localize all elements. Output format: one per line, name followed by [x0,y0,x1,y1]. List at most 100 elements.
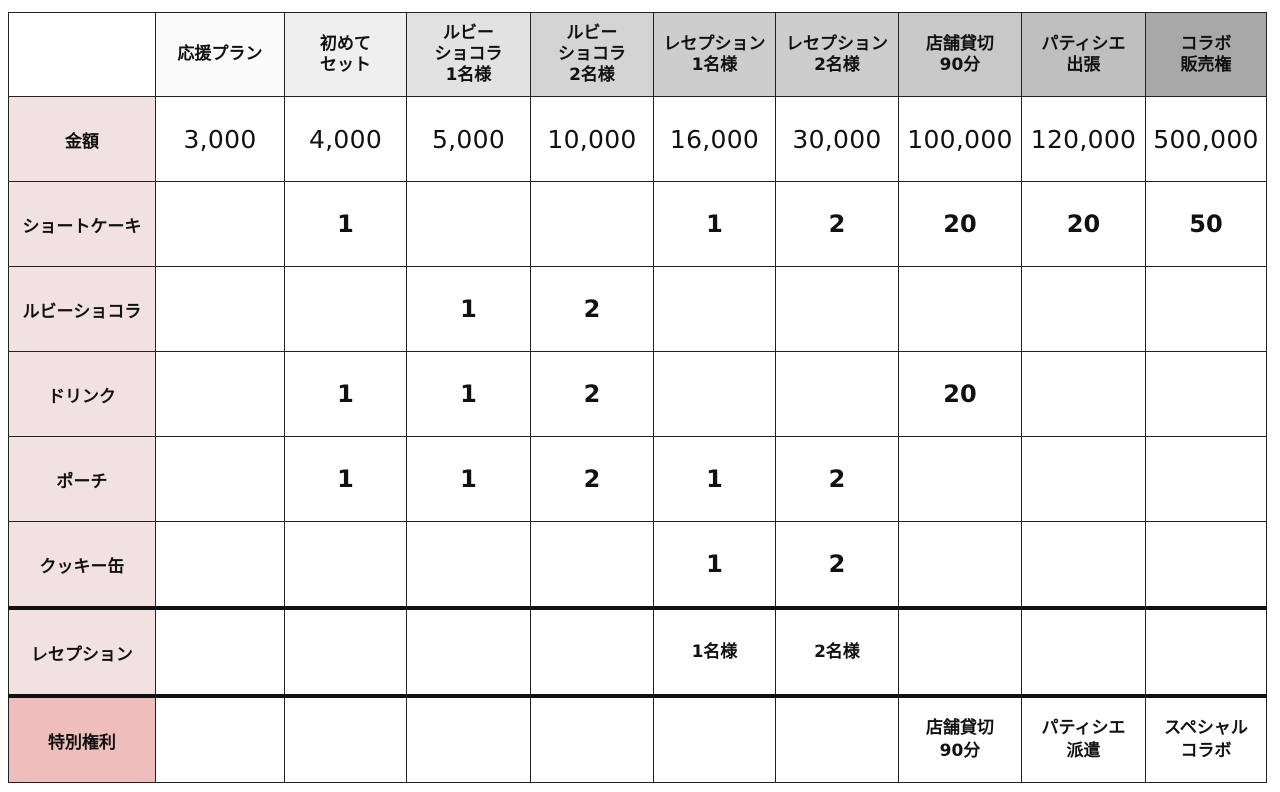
row-label: クッキー缶 [8,521,156,609]
table-cell: 1 [653,521,776,609]
table-cell: 1 [284,436,407,522]
table-cell: 120,000 [1021,96,1146,182]
column-header: 初めて セット [284,12,407,97]
table-cell [155,181,285,267]
table-row: レセプション 1名様 2名様 [8,606,1267,697]
table-row: ショートケーキ 1 1 2 20 20 50 [8,181,1267,267]
table-cell: 100,000 [898,96,1022,182]
table-cell [1145,606,1267,697]
table-cell [155,436,285,522]
table-cell [1021,436,1146,522]
table-cell [1145,266,1267,352]
table-cell: 30,000 [775,96,899,182]
table-cell [284,266,407,352]
row-label: 特別権利 [8,694,156,783]
table-cell: 20 [898,181,1022,267]
table-cell [530,694,654,783]
corner-cell [8,12,156,97]
table-cell [653,694,776,783]
table-cell: 500,000 [1145,96,1267,182]
table-cell: 2名様 [775,606,899,697]
table-cell: 店舗貸切 90分 [898,694,1022,783]
table-cell [898,606,1022,697]
header-row: 応援プラン 初めて セット ルビー ショコラ 1名様 ルビー ショコラ 2名様 レセプシ… [8,12,1267,97]
table-cell: 2 [530,436,654,522]
table-cell [284,694,407,783]
table-cell [284,521,407,609]
table-cell [898,266,1022,352]
row-label: ルビーショコラ [8,266,156,352]
plan-comparison-table: 応援プラン 初めて セット ルビー ショコラ 1名様 ルビー ショコラ 2名様 レセプシ… [8,12,1267,783]
table-cell [155,606,285,697]
table-cell: 5,000 [406,96,531,182]
table-cell: 3,000 [155,96,285,182]
table-cell [530,181,654,267]
table-cell [653,266,776,352]
table-cell: 10,000 [530,96,654,182]
row-label: ポーチ [8,436,156,522]
table-cell: 20 [898,351,1022,437]
row-label: ショートケーキ [8,181,156,267]
table-row: 金額 3,000 4,000 5,000 10,000 16,000 30,000 100,0… [8,96,1267,182]
table-row: ルビーショコラ 1 2 [8,266,1267,352]
table-cell [1021,266,1146,352]
table-row: クッキー缶 1 2 [8,521,1267,609]
column-header: 店舗貸切 90分 [898,12,1022,97]
table-cell: 1 [284,181,407,267]
table-cell [1145,521,1267,609]
row-label: 金額 [8,96,156,182]
column-header: ルビー ショコラ 2名様 [530,12,654,97]
table-cell [530,606,654,697]
table-cell: 2 [775,181,899,267]
table-row: ポーチ 1 1 2 1 2 [8,436,1267,522]
table-cell: 1 [284,351,407,437]
table-cell: パティシエ 派遣 [1021,694,1146,783]
table-cell [775,266,899,352]
table-cell [1145,351,1267,437]
table-cell [284,606,407,697]
column-header: レセプション 1名様 [653,12,776,97]
table-cell [653,351,776,437]
column-header: レセプション 2名様 [775,12,899,97]
row-label: レセプション [8,606,156,697]
table-cell [155,266,285,352]
table-cell: 1 [406,436,531,522]
table-cell [898,521,1022,609]
table-cell [775,351,899,437]
table-cell [775,694,899,783]
table-cell: 1 [653,181,776,267]
table-cell [406,694,531,783]
table-cell: 20 [1021,181,1146,267]
table-cell: 2 [775,521,899,609]
table-cell [898,436,1022,522]
table-row: 特別権利 店舗貸切 90分 パティシエ 派遣 スペシャル コラボ [8,694,1267,783]
table-cell: 50 [1145,181,1267,267]
table-cell [1145,436,1267,522]
column-header: ルビー ショコラ 1名様 [406,12,531,97]
table-cell [155,351,285,437]
table-row: ドリンク 1 1 2 20 [8,351,1267,437]
table-cell: 2 [530,351,654,437]
row-label: ドリンク [8,351,156,437]
column-header: 応援プラン [155,12,285,97]
table-cell [1021,606,1146,697]
table-cell [1021,521,1146,609]
table-cell: 1 [653,436,776,522]
table-cell: 1 [406,351,531,437]
table-cell: スペシャル コラボ [1145,694,1267,783]
table-cell [1021,351,1146,437]
table-cell [155,521,285,609]
table-cell: 1 [406,266,531,352]
table-cell [406,606,531,697]
table-cell [406,521,531,609]
table-cell [155,694,285,783]
table-cell: 1名様 [653,606,776,697]
table-cell: 2 [530,266,654,352]
column-header: パティシエ 出張 [1021,12,1146,97]
column-header: コラボ 販売権 [1145,12,1267,97]
table-cell [406,181,531,267]
table-cell: 2 [775,436,899,522]
table-cell: 4,000 [284,96,407,182]
table-cell [530,521,654,609]
table-cell: 16,000 [653,96,776,182]
